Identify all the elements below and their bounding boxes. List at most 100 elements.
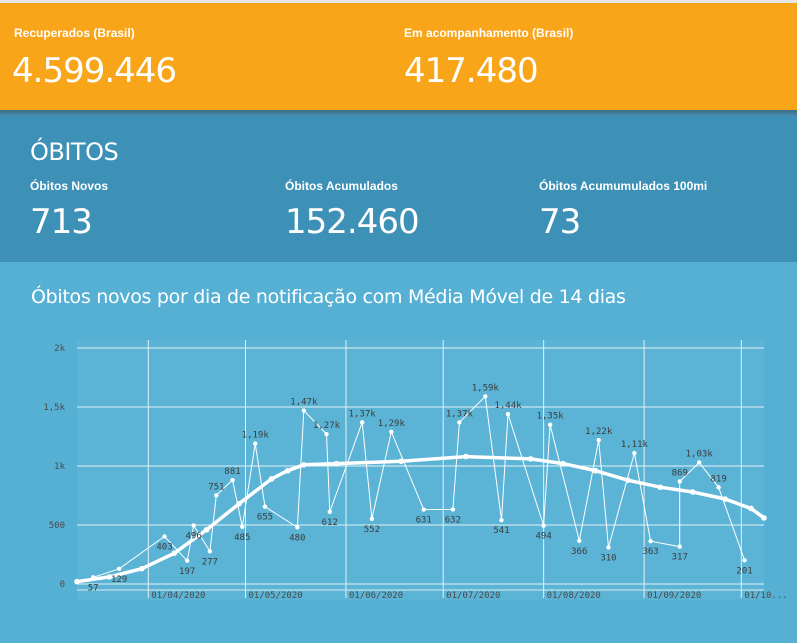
- daily-series-line: [93, 395, 746, 578]
- moving-average-point: [722, 496, 728, 502]
- moving-average-point: [171, 550, 178, 557]
- data-label: 632: [445, 515, 461, 525]
- moving-average-point: [236, 500, 242, 507]
- moving-average-point: [527, 456, 534, 462]
- data-label: 129: [111, 575, 127, 585]
- y-tick-label: 1k: [54, 462, 65, 472]
- obitos-novos-label: Óbitos Novos: [30, 179, 109, 193]
- moving-average-point: [560, 460, 566, 467]
- acompanhamento-value: 417.480: [404, 51, 539, 91]
- data-label: 496: [186, 531, 202, 541]
- data-label: 631: [416, 516, 432, 526]
- daily-point: [632, 450, 637, 456]
- daily-point: [359, 420, 365, 425]
- data-label: 1,37k: [349, 409, 377, 419]
- daily-point: [240, 524, 245, 529]
- daily-point: [184, 558, 190, 563]
- moving-average-point: [268, 476, 275, 482]
- chart-title: Óbitos novos por dia de notificação com …: [31, 286, 626, 308]
- daily-point: [262, 504, 268, 509]
- plot-area: [77, 340, 764, 600]
- daily-point: [207, 549, 213, 554]
- y-tick-label: 1,5k: [43, 403, 65, 413]
- daily-point: [606, 545, 611, 550]
- data-label: 403: [156, 542, 172, 552]
- data-label: 751: [208, 482, 224, 492]
- daily-point: [677, 544, 682, 549]
- moving-average-point: [463, 453, 469, 460]
- data-label: 57: [88, 583, 99, 593]
- x-tick-label: 01/09/2020: [647, 591, 701, 601]
- data-label: 1,27k: [313, 421, 341, 431]
- moving-average-point: [689, 489, 696, 495]
- data-label: 366: [571, 547, 587, 557]
- daily-point: [369, 516, 375, 522]
- daily-point: [596, 437, 601, 443]
- recuperados-value: 4.599.446: [12, 51, 177, 91]
- daily-point: [230, 477, 235, 483]
- data-label: 317: [672, 553, 688, 563]
- data-label: 1,37k: [446, 409, 474, 419]
- obitos-acumulados-label: Óbitos Acumulados: [285, 179, 398, 193]
- data-label: 310: [600, 553, 616, 563]
- x-tick-label: 01/05/2020: [249, 591, 303, 601]
- x-tick-label: 01/07/2020: [446, 591, 500, 601]
- moving-average-point: [398, 458, 404, 465]
- y-tick-label: 500: [49, 521, 65, 531]
- daily-point: [450, 507, 456, 512]
- data-label: 485: [234, 533, 250, 543]
- data-label: 1,47k: [290, 398, 318, 408]
- daily-point: [677, 479, 682, 484]
- daily-point: [648, 538, 653, 544]
- daily-point: [483, 394, 488, 399]
- moving-average-point: [592, 467, 599, 474]
- daily-point: [301, 408, 307, 413]
- moving-average-point: [74, 578, 80, 585]
- recuperados-label: Recuperados (Brasil): [14, 26, 135, 40]
- data-label: 819: [710, 474, 726, 484]
- y-tick-label: 0: [60, 580, 65, 590]
- daily-point: [295, 525, 300, 530]
- daily-point: [162, 534, 167, 539]
- top-stats-bar: Recuperados (Brasil) 4.599.446 Em acompa…: [0, 0, 797, 110]
- data-label: 1,29k: [378, 419, 406, 429]
- obitos-card: ÓBITOS Óbitos Novos 713 Óbitos Acumulado…: [0, 116, 797, 262]
- moving-average-point: [657, 484, 664, 491]
- data-label: 869: [672, 468, 688, 478]
- data-label: 277: [202, 557, 218, 567]
- moving-average-point: [748, 505, 754, 512]
- data-label: 881: [224, 467, 240, 477]
- data-label: 1,22k: [585, 427, 613, 437]
- daily-point: [716, 485, 721, 490]
- data-label: 552: [364, 525, 380, 535]
- data-label: 1,44k: [494, 401, 522, 411]
- y-tick-label: 2k: [54, 344, 65, 354]
- data-label: 1,35k: [537, 412, 565, 422]
- data-label: 197: [179, 567, 195, 577]
- daily-point: [327, 509, 332, 514]
- section-divider: [0, 110, 797, 116]
- chart-panel: Óbitos novos por dia de notificação com …: [0, 262, 797, 643]
- daily-point: [191, 523, 196, 528]
- data-label: 1,11k: [621, 440, 649, 450]
- obitos-title: ÓBITOS: [30, 138, 119, 166]
- daily-point: [324, 431, 329, 437]
- moving-average-point: [106, 574, 113, 580]
- x-tick-label: 01/08/2020: [547, 591, 601, 601]
- daily-point: [253, 441, 258, 446]
- daily-point: [389, 429, 394, 434]
- data-label: 201: [736, 566, 752, 576]
- obitos-100mi-value: 73: [539, 202, 581, 242]
- x-tick-label: 01/06/2020: [349, 591, 403, 601]
- data-label: 363: [642, 547, 658, 557]
- daily-point: [505, 411, 511, 417]
- daily-point: [421, 507, 426, 512]
- daily-point: [742, 558, 747, 563]
- moving-average-point: [139, 565, 145, 572]
- moving-average-point: [301, 462, 307, 468]
- data-label: 655: [257, 513, 273, 523]
- data-label: 612: [322, 518, 338, 528]
- obitos-novos-value: 713: [30, 202, 93, 242]
- moving-average-point: [284, 467, 291, 474]
- daily-point: [457, 420, 462, 425]
